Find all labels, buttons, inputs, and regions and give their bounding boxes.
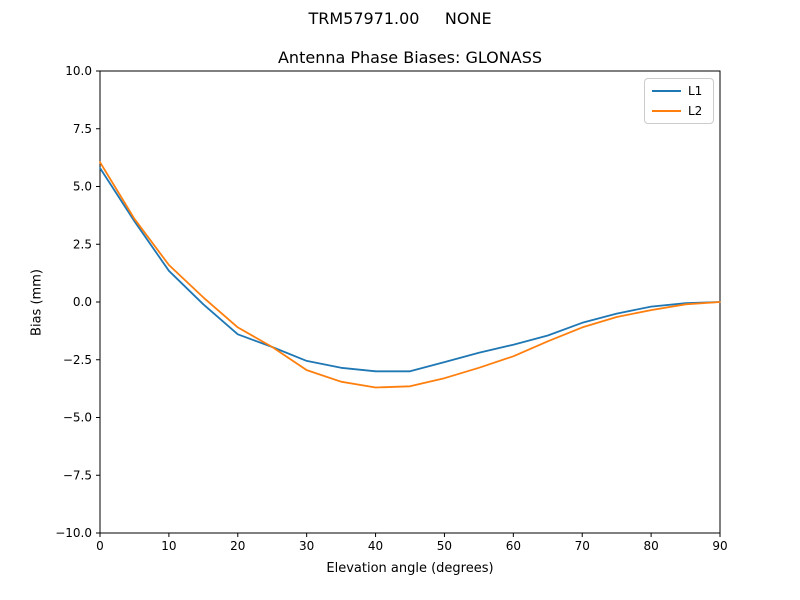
chart-title: Antenna Phase Biases: GLONASS (277, 48, 542, 67)
l1-line-swatch (652, 90, 681, 92)
y-tick-label: 10.0 (65, 64, 92, 78)
y-tick-label: −5.0 (63, 411, 92, 425)
x-tick-label: 60 (506, 539, 521, 553)
x-tick-label: 80 (643, 539, 658, 553)
x-tick-label: 40 (368, 539, 383, 553)
y-tick-label: 0.0 (73, 295, 92, 309)
y-tick-label: −2.5 (63, 353, 92, 367)
y-tick-label: 2.5 (73, 237, 92, 251)
x-tick-label: 30 (299, 539, 314, 553)
series-line-l2 (99, 161, 721, 389)
figure-suptitle: TRM57971.00 NONE (308, 9, 492, 28)
series-line-l1 (99, 167, 721, 373)
y-tick-label: −7.5 (63, 468, 92, 482)
x-tick-label: 50 (437, 539, 452, 553)
legend-item-l2: L2 (652, 104, 705, 118)
x-tick-label: 90 (712, 539, 727, 553)
legend: L1 L2 (644, 78, 714, 124)
x-tick-label: 70 (575, 539, 590, 553)
y-tick-label: 5.0 (73, 180, 92, 194)
axes-frame (99, 70, 721, 534)
legend-label-l2: L2 (688, 104, 703, 118)
x-tick-label: 0 (96, 539, 104, 553)
l2-line-swatch (652, 110, 681, 112)
x-axis-label: Elevation angle (degrees) (326, 561, 494, 576)
x-tick-label: 10 (161, 539, 176, 553)
x-tick-label: 20 (230, 539, 245, 553)
legend-item-l1: L1 (652, 84, 705, 98)
y-tick-label: −10.0 (55, 526, 92, 540)
y-axis-label: Bias (mm) (29, 269, 45, 336)
legend-label-l1: L1 (688, 84, 703, 98)
y-tick-label: 7.5 (73, 122, 92, 136)
